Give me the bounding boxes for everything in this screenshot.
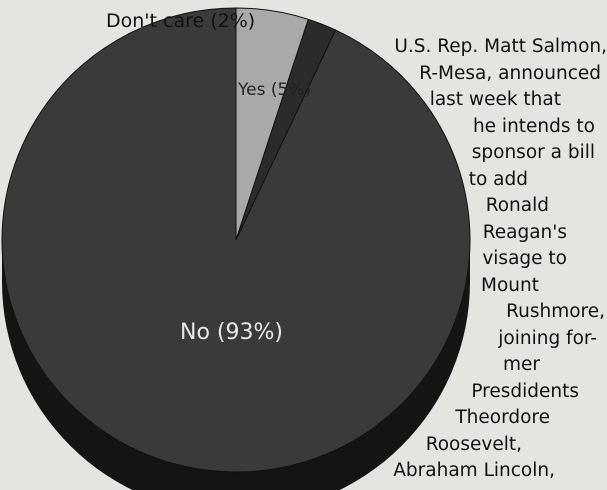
- caption-line: sponsor a bill: [471, 142, 595, 163]
- caption-line: U.S. Rep. Matt Salmon,: [394, 36, 607, 57]
- pie-slice-no: [1, 7, 471, 473]
- caption-line: Mount: [481, 274, 539, 296]
- caption-line: Rushmore,: [506, 301, 605, 322]
- caption-line: Abraham Lincoln,: [393, 460, 555, 481]
- caption-line: Reagan's: [482, 221, 567, 243]
- caption-line: he intends to: [472, 115, 595, 137]
- pie-slices: [1, 7, 471, 473]
- slice-label-dont-care: Don't care (2%): [106, 10, 256, 32]
- caption-line: Ronald: [485, 195, 549, 216]
- caption-line: Theordore: [455, 407, 550, 428]
- caption-line: Presdidents: [471, 380, 579, 402]
- caption-line: visage to: [482, 248, 567, 269]
- caption-line: to add: [468, 168, 528, 190]
- caption-line: last week that: [429, 89, 561, 110]
- caption-line: joining for-: [498, 327, 597, 349]
- slice-label-no: No (93%): [180, 320, 283, 345]
- caption-line: R-Mesa, announced: [419, 62, 601, 84]
- caption-line: Roosevelt,: [425, 433, 522, 455]
- slice-label-yes: Yes (5%): [238, 80, 312, 100]
- article-caption: U.S. Rep. Matt Salmon, R-Mesa, announced…: [330, 34, 607, 490]
- caption-line: mer: [502, 354, 540, 375]
